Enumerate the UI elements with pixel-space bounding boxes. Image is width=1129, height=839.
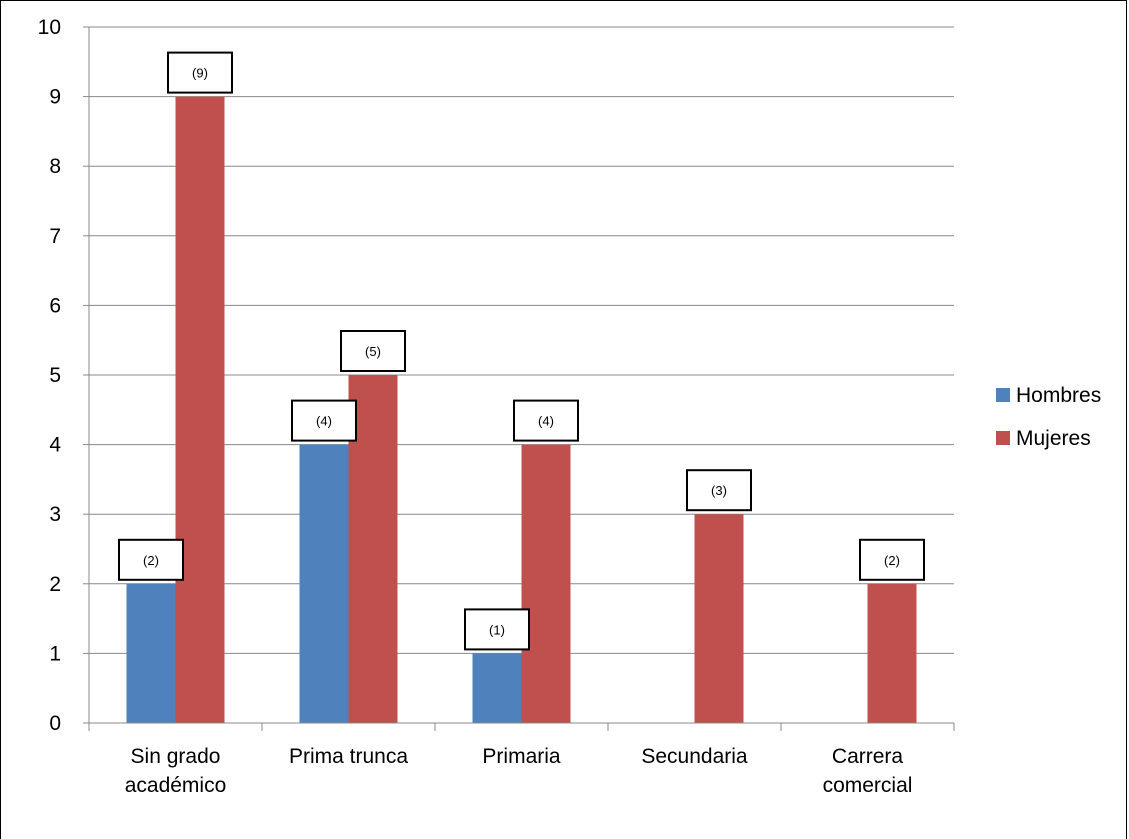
- y-tick-label: 0: [49, 712, 61, 735]
- data-label-text: (1): [489, 622, 505, 637]
- data-label-text: (2): [143, 553, 159, 568]
- data-label-text: (5): [365, 344, 381, 359]
- x-category-labels: Sin grado académico Prima trunca Primaria Se…: [125, 745, 913, 797]
- legend: Hombres Mujeres: [996, 384, 1101, 450]
- data-label-text: (4): [538, 414, 554, 429]
- data-label-text: (2): [884, 553, 900, 568]
- x-category-label: académico: [125, 774, 227, 797]
- bar-mujeres: [694, 514, 744, 723]
- y-tick-label: 10: [38, 16, 61, 39]
- y-tick-label: 6: [49, 294, 61, 317]
- data-label-text: (3): [711, 483, 727, 498]
- x-category-label: comercial: [823, 774, 913, 797]
- y-tick-labels: 0 1 2 3 4 5 6 7 8 9 10: [38, 16, 62, 735]
- data-label-box: [340, 330, 406, 372]
- x-category-label: Secundaria: [641, 745, 748, 768]
- data-label: (3): [686, 469, 752, 512]
- legend-label: Mujeres: [1016, 427, 1091, 450]
- data-label: (4): [291, 399, 357, 442]
- y-tick-label: 1: [49, 642, 61, 665]
- data-label-box: [291, 399, 357, 442]
- bar-hombres: [299, 444, 349, 723]
- bar-hombres: [472, 653, 522, 723]
- data-label: (2): [118, 538, 184, 581]
- data-labels: (2) (9) (4) (5) (1) (4) (3) (2): [118, 51, 925, 651]
- data-label-text: (4): [316, 414, 332, 429]
- data-label: (2): [859, 538, 925, 581]
- data-label-text: (9): [192, 66, 208, 81]
- legend-item-mujeres: Mujeres: [996, 427, 1091, 450]
- x-category-label: Primaria: [482, 745, 560, 768]
- data-label-box: [513, 399, 579, 442]
- y-tick-label: 9: [49, 86, 61, 109]
- data-label-box: [464, 608, 530, 651]
- bar-mujeres: [867, 583, 917, 723]
- x-category-label: Prima trunca: [289, 745, 408, 768]
- data-label-box: [118, 538, 184, 581]
- legend-item-hombres: Hombres: [996, 384, 1101, 407]
- y-tick-label: 3: [49, 503, 61, 526]
- bar-hombres: [126, 583, 176, 723]
- data-label: (5): [340, 330, 406, 372]
- y-tick-label: 5: [49, 364, 61, 387]
- y-tick-label: 4: [49, 434, 61, 457]
- data-label-box: [686, 469, 752, 512]
- data-label: (9): [167, 51, 233, 94]
- data-label-box: [167, 51, 233, 94]
- data-label-box: [859, 538, 925, 581]
- data-label: (4): [513, 399, 579, 442]
- legend-swatch: [996, 431, 1010, 445]
- legend-swatch: [996, 388, 1010, 402]
- x-category-label: Carrera: [832, 745, 904, 768]
- bars: [126, 96, 917, 724]
- axes: [83, 26, 955, 731]
- y-tick-label: 8: [49, 155, 61, 178]
- y-tick-label: 7: [49, 225, 61, 248]
- legend-label: Hombres: [1016, 384, 1101, 407]
- x-category-label: Sin grado: [131, 745, 221, 768]
- bar-mujeres: [521, 444, 571, 723]
- y-tick-label: 2: [49, 573, 61, 596]
- bar-mujeres: [175, 96, 225, 724]
- data-label: (1): [464, 608, 530, 651]
